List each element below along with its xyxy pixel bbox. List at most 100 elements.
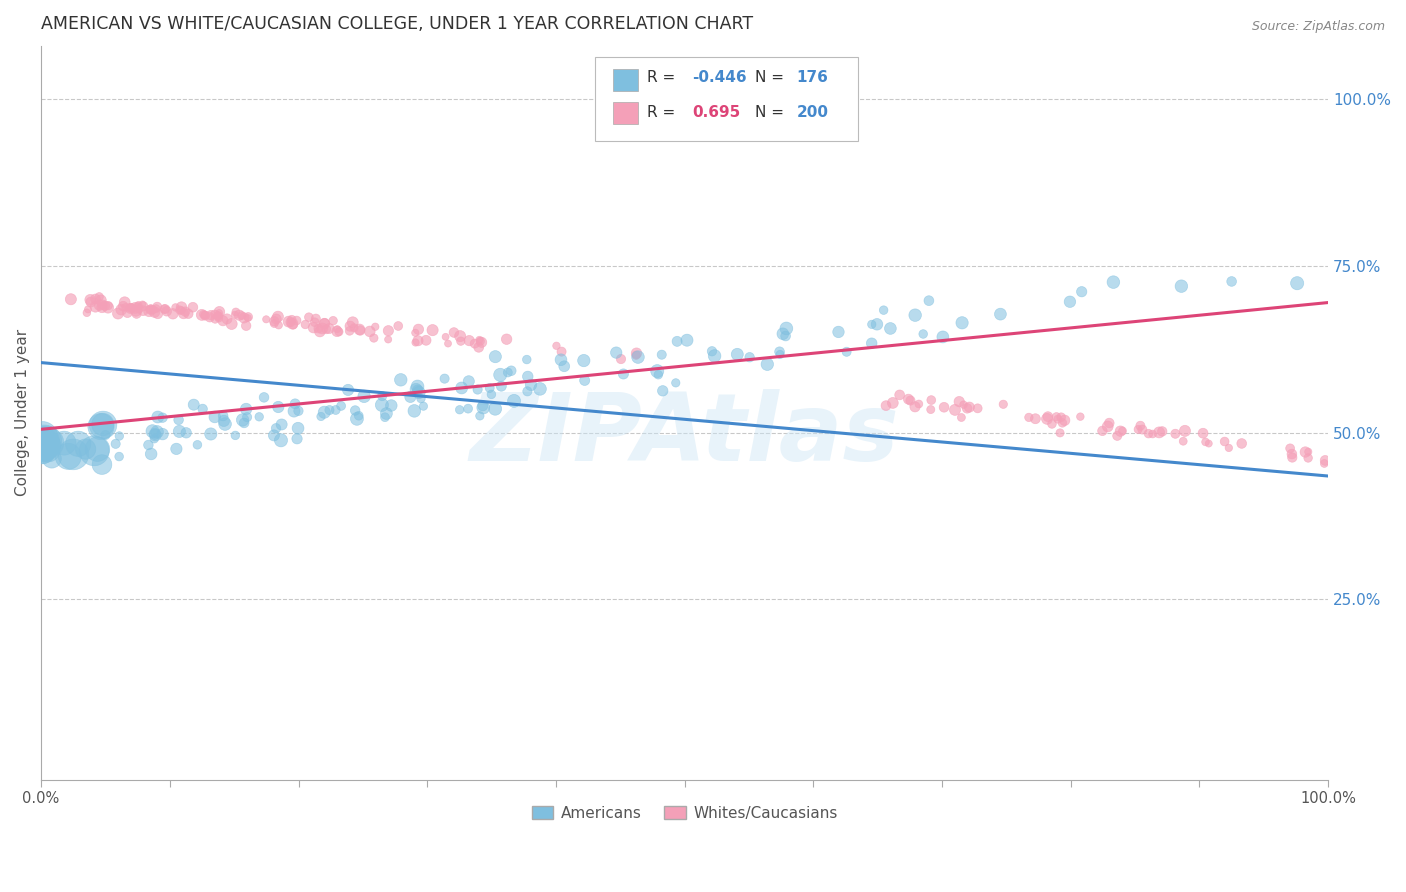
- Point: [143, 428, 166, 442]
- Point: [1281, 447, 1303, 461]
- Point: [415, 333, 437, 347]
- Point: [491, 379, 513, 393]
- Point: [1069, 409, 1091, 424]
- Point: [97, 299, 120, 313]
- Point: [307, 321, 329, 335]
- Point: [920, 402, 942, 417]
- Point: [328, 325, 350, 339]
- Point: [1109, 424, 1132, 438]
- Point: [769, 347, 792, 361]
- Point: [422, 323, 444, 337]
- Point: [32, 438, 55, 452]
- Text: 200: 200: [797, 105, 828, 120]
- Point: [1147, 425, 1170, 440]
- Point: [1052, 416, 1074, 430]
- Point: [950, 316, 973, 330]
- Point: [434, 330, 457, 344]
- Point: [377, 324, 399, 338]
- Point: [371, 398, 394, 412]
- Point: [412, 399, 434, 413]
- Point: [404, 404, 426, 418]
- Point: [125, 303, 148, 318]
- Point: [676, 333, 699, 347]
- Point: [86, 442, 108, 457]
- Point: [1192, 426, 1215, 441]
- Point: [181, 300, 204, 314]
- Point: [484, 350, 506, 364]
- Point: [1050, 410, 1073, 425]
- Point: [34, 436, 56, 450]
- Point: [146, 307, 169, 321]
- Point: [91, 458, 114, 472]
- Point: [84, 300, 107, 314]
- Point: [235, 402, 257, 417]
- Text: -0.446: -0.446: [692, 70, 747, 86]
- Point: [31, 435, 53, 450]
- Point: [221, 317, 243, 331]
- Point: [124, 301, 146, 315]
- Point: [225, 305, 247, 319]
- Point: [208, 311, 231, 326]
- Point: [208, 304, 231, 318]
- Point: [31, 440, 53, 454]
- Point: [267, 310, 290, 324]
- Point: [169, 425, 191, 439]
- Point: [529, 382, 551, 396]
- Point: [772, 326, 794, 341]
- Point: [882, 396, 904, 410]
- Point: [1137, 426, 1160, 441]
- Point: [1152, 425, 1174, 439]
- Point: [287, 404, 309, 418]
- Point: [624, 348, 647, 362]
- Point: [1098, 416, 1121, 430]
- Point: [120, 301, 142, 316]
- Point: [458, 334, 481, 348]
- Point: [375, 407, 398, 421]
- Text: ZIPAtlas: ZIPAtlas: [470, 389, 900, 481]
- Point: [835, 344, 858, 359]
- Point: [173, 307, 195, 321]
- Point: [1049, 425, 1071, 440]
- Point: [247, 409, 270, 424]
- Point: [1130, 423, 1153, 437]
- Point: [472, 401, 495, 415]
- Point: [97, 301, 120, 315]
- Point: [114, 301, 136, 315]
- Point: [287, 421, 309, 435]
- Text: 0.695: 0.695: [692, 105, 741, 120]
- Point: [38, 435, 60, 450]
- Point: [1126, 422, 1149, 436]
- Point: [651, 384, 673, 398]
- Point: [389, 373, 412, 387]
- Point: [31, 436, 53, 450]
- Point: [233, 416, 256, 430]
- Point: [309, 409, 332, 424]
- Point: [169, 303, 191, 318]
- Point: [827, 325, 849, 339]
- Point: [30, 439, 52, 453]
- Point: [1111, 424, 1133, 438]
- Point: [326, 325, 349, 339]
- Point: [501, 364, 523, 378]
- Point: [1173, 434, 1195, 449]
- Point: [302, 320, 325, 334]
- Point: [128, 301, 150, 316]
- Point: [897, 392, 920, 406]
- Point: [212, 314, 235, 328]
- Point: [254, 312, 277, 326]
- Point: [31, 430, 53, 444]
- Point: [37, 443, 59, 458]
- Point: [253, 390, 276, 404]
- Point: [31, 441, 53, 455]
- Point: [62, 447, 84, 461]
- Text: R =: R =: [647, 70, 681, 86]
- Point: [31, 433, 53, 447]
- Point: [1036, 409, 1059, 424]
- Point: [344, 403, 367, 417]
- Point: [91, 417, 114, 432]
- Point: [1091, 424, 1114, 438]
- Point: [174, 304, 197, 318]
- Point: [1097, 419, 1119, 434]
- Point: [339, 319, 361, 334]
- Point: [32, 435, 55, 450]
